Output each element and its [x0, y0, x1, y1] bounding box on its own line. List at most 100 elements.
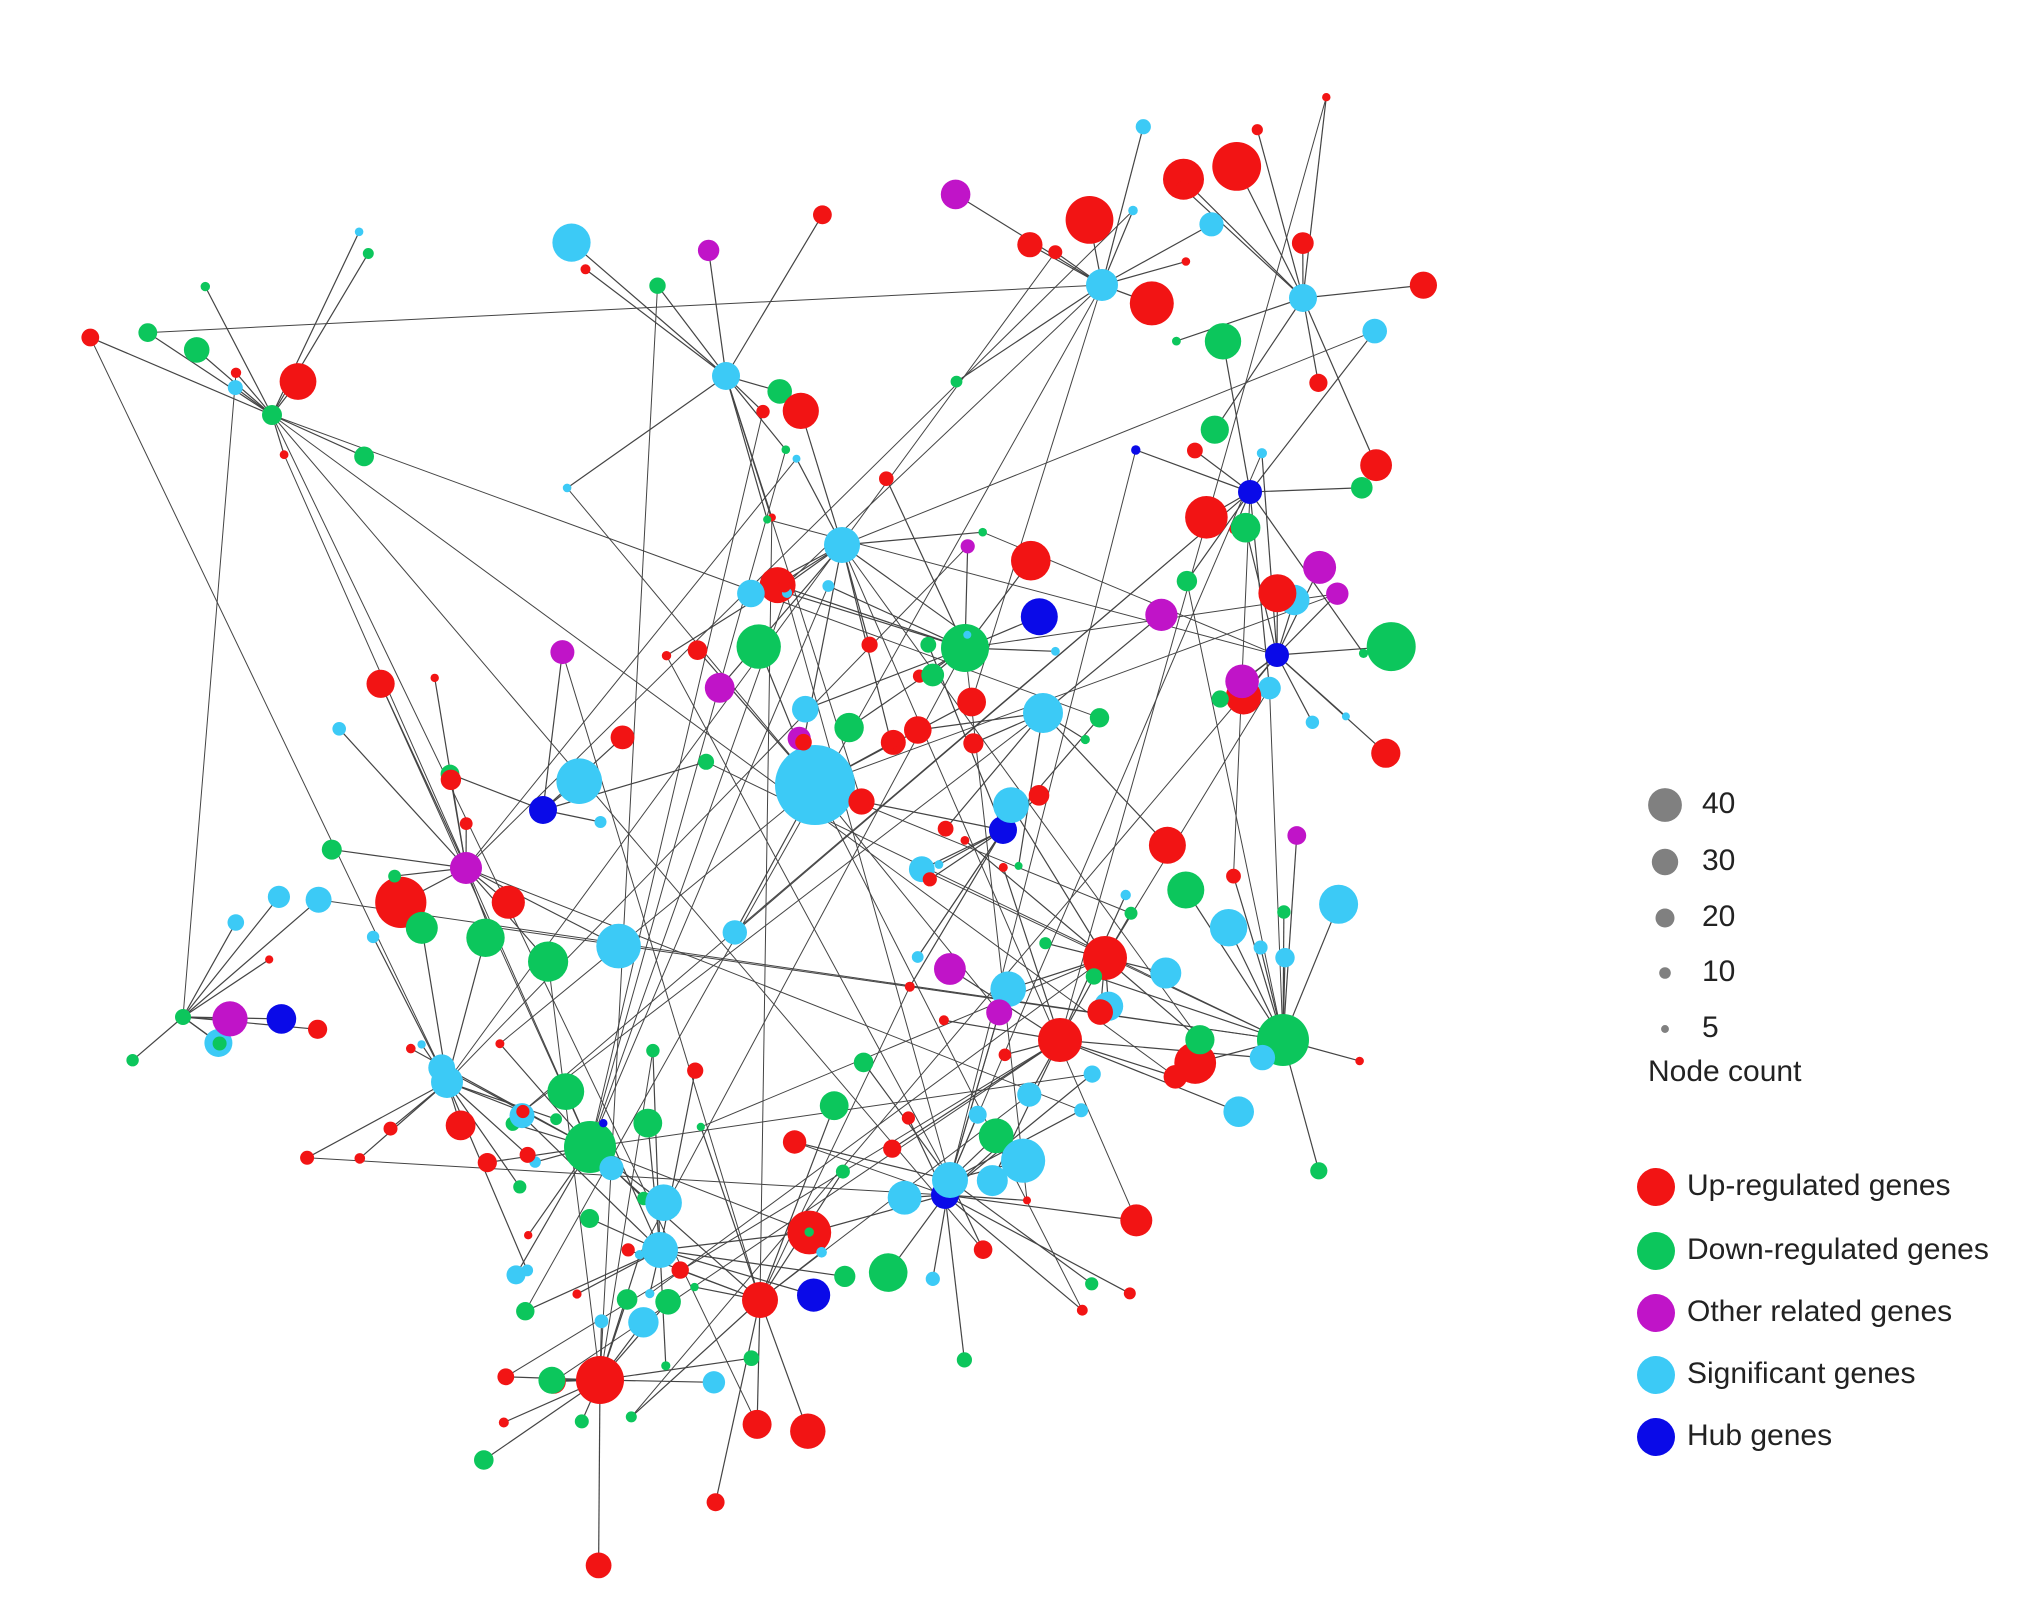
edge [465, 867, 1082, 1111]
gene-node [212, 1036, 227, 1051]
gene-node [1039, 937, 1052, 950]
gene-node [960, 836, 970, 845]
gene-node [1289, 284, 1317, 312]
edge [786, 592, 966, 649]
edge [446, 1081, 557, 1120]
group-legend-swatch [1637, 1232, 1675, 1270]
gene-node [580, 264, 591, 275]
gene-node [1080, 734, 1090, 745]
gene-node [506, 1265, 526, 1285]
gene-node [937, 820, 954, 837]
gene-node [183, 337, 210, 363]
gene-node [580, 1209, 600, 1228]
edge [89, 337, 448, 1083]
gene-node [904, 716, 932, 744]
gene-node [781, 445, 791, 455]
edge [182, 922, 237, 1018]
gene-node [973, 1240, 993, 1259]
gene-node [804, 1227, 814, 1237]
edge [917, 829, 1004, 958]
edge [659, 1231, 810, 1251]
gene-node [81, 328, 100, 347]
gene-node [868, 1253, 908, 1292]
gene-node [621, 1243, 635, 1257]
gene-node [1181, 257, 1191, 266]
edge [521, 1115, 661, 1251]
gene-node [1371, 738, 1401, 768]
gene-node [519, 1146, 536, 1163]
gene-node [227, 914, 245, 931]
gene-node [1319, 884, 1359, 924]
edge [599, 1050, 654, 1381]
edge [828, 585, 966, 649]
gene-node [655, 1289, 681, 1315]
edge [964, 839, 1106, 959]
gene-node [459, 817, 473, 830]
edge [861, 800, 1004, 831]
edge [598, 1379, 601, 1566]
gene-node [687, 640, 708, 660]
edges [89, 97, 1424, 1566]
gene-node [922, 872, 937, 887]
gene-node [968, 1105, 987, 1124]
gene-node [628, 1307, 659, 1338]
gene-node [921, 663, 945, 687]
gene-node [887, 1180, 922, 1215]
gene-node [262, 405, 282, 425]
gene-node [230, 367, 242, 378]
legend: Node count 40 30 20 10 5 Up-regulated genes Do… [1637, 787, 1989, 1456]
gene-node [596, 923, 641, 969]
edge [1183, 178, 1304, 299]
edge [1276, 654, 1313, 723]
gene-node [911, 951, 924, 963]
size-legend-label: 40 [1702, 787, 1735, 820]
gene-node [756, 404, 770, 419]
edge [725, 375, 768, 520]
edge [465, 458, 797, 869]
gene-node [200, 281, 210, 292]
gene-node [649, 277, 666, 294]
gene-node [1163, 158, 1204, 200]
edge [659, 1249, 814, 1296]
gene-node [697, 239, 720, 262]
gene-node [547, 1073, 585, 1110]
edge [949, 1179, 1093, 1285]
gene-node [513, 1180, 527, 1194]
edge [465, 867, 619, 947]
edge [945, 712, 1044, 830]
gene-node [354, 1153, 366, 1164]
gene-node [1226, 868, 1241, 884]
gene-node [445, 1110, 476, 1141]
gene-node [883, 734, 899, 749]
edge [271, 414, 984, 1251]
gene-node [722, 920, 747, 945]
gene-node [1309, 373, 1328, 392]
edge [589, 592, 788, 1148]
edge [132, 1016, 184, 1061]
gene-node [834, 712, 864, 743]
gene-node [742, 1409, 772, 1439]
gene-node [1265, 643, 1289, 667]
edge [1002, 867, 1061, 1041]
gene-node [1089, 708, 1110, 728]
edge [182, 372, 237, 1018]
edge [182, 1016, 318, 1030]
gene-node [736, 624, 781, 669]
edge [1093, 975, 1284, 1041]
gene-node [792, 454, 801, 463]
gene-node [1028, 785, 1050, 806]
gene-node [934, 860, 944, 869]
gene-node [1048, 245, 1063, 260]
edge [1302, 297, 1377, 466]
gene-node [599, 1156, 624, 1181]
gene-node [1123, 1287, 1136, 1300]
group-legend-swatch [1637, 1294, 1675, 1332]
edge [929, 829, 1004, 880]
edge [380, 683, 591, 1148]
gene-node [822, 580, 835, 592]
edge [566, 375, 727, 489]
edge [649, 957, 1106, 1295]
gene-node [993, 787, 1029, 823]
gene-node [1014, 861, 1023, 870]
gene-node [795, 733, 812, 751]
